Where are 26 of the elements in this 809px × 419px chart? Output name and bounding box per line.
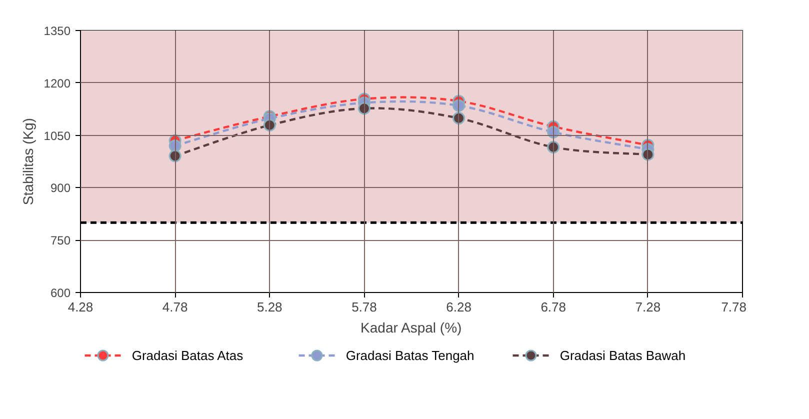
x-tick-label: 6.78 <box>540 300 566 314</box>
legend-label: Gradasi Batas Tengah <box>346 348 474 363</box>
y-tick-label: 1050 <box>44 128 71 143</box>
x-tick-label: 4.78 <box>162 300 188 314</box>
y-tick-label: 900 <box>50 181 71 196</box>
y-tick-label: 600 <box>50 286 71 300</box>
x-tick-label: 7.78 <box>721 300 747 314</box>
point <box>642 148 654 161</box>
point <box>547 140 560 154</box>
legend-label: Gradasi Batas Atas <box>132 348 244 363</box>
x-tick-label: 6.28 <box>446 300 472 314</box>
legend-label: Gradasi Batas Bawah <box>560 348 686 363</box>
x-tick-label: 7.28 <box>635 300 661 314</box>
point <box>452 99 466 112</box>
point <box>168 150 182 162</box>
x-tick-label: 5.28 <box>256 300 282 314</box>
y-tick-label: 750 <box>50 234 71 248</box>
x-tick-label: 4.28 <box>68 300 94 314</box>
point <box>358 102 370 115</box>
x-axis-title: Kadar Aspal (%) <box>360 320 462 336</box>
y-tick-label: 1200 <box>44 76 71 90</box>
point <box>452 112 466 124</box>
y-axis-title: Stabilitas (Kg) <box>20 118 36 206</box>
point <box>263 118 276 132</box>
x-tick-label: 5.78 <box>352 300 377 314</box>
y-tick-label: 1350 <box>44 24 71 38</box>
